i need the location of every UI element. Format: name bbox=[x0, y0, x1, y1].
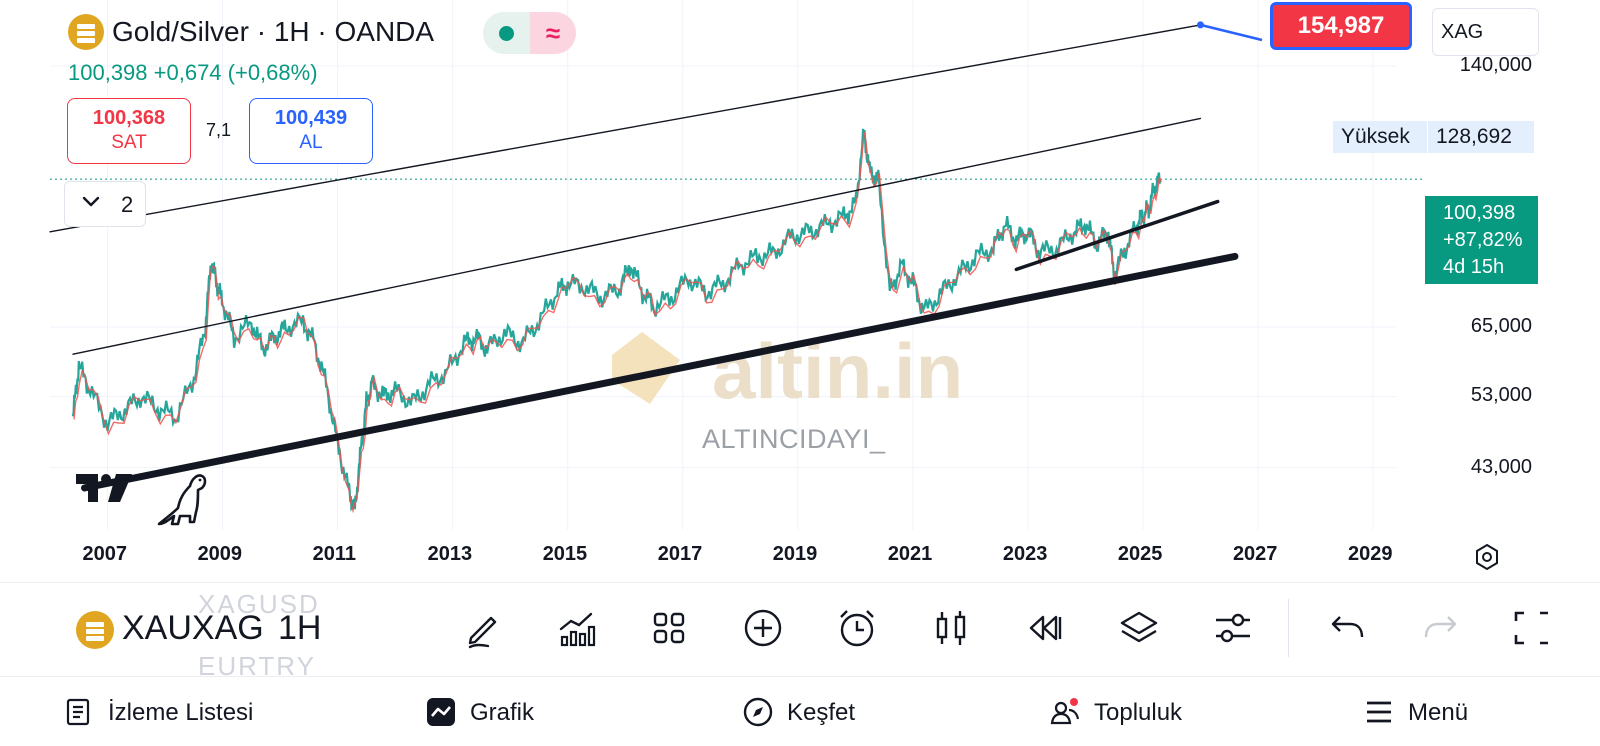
symbol-title[interactable]: Gold/Silver · 1H · OANDA bbox=[112, 16, 435, 47]
x-axis-label: 2027 bbox=[1232, 543, 1278, 565]
altin-brand-mark bbox=[612, 332, 680, 404]
status-pills[interactable]: ≈ bbox=[483, 12, 576, 54]
fullscreen-icon[interactable] bbox=[1514, 607, 1548, 649]
x-axis-label: 2021 bbox=[887, 543, 933, 565]
y-axis-label: 65,000 bbox=[1470, 315, 1532, 338]
hamburger-icon bbox=[1367, 701, 1391, 723]
current-symbol[interactable]: XAUXAG bbox=[122, 609, 264, 647]
buy-label: AL bbox=[299, 132, 323, 153]
chart-toolbar: XAGUSD XAUXAG EURTRY 1H bbox=[0, 582, 1600, 681]
watchlist-icon bbox=[66, 698, 90, 726]
candles-icon[interactable] bbox=[930, 607, 972, 649]
trendline-drawings[interactable] bbox=[49, 21, 1263, 492]
buy-button[interactable]: 100,439 AL bbox=[249, 98, 373, 164]
watermark-caption: ALTINCIDAYI_ bbox=[702, 424, 886, 454]
x-axis-label: 2009 bbox=[197, 543, 243, 565]
chart-nav-icon bbox=[427, 698, 455, 726]
indicators-toggle-button[interactable]: 2 bbox=[64, 181, 146, 227]
spread-value: 7,1 bbox=[206, 120, 232, 140]
y-axis-label: 140,000 bbox=[1459, 54, 1532, 77]
buy-price: 100,439 bbox=[274, 107, 348, 129]
grid-icon[interactable] bbox=[648, 607, 690, 649]
price-chart[interactable]: altin.in bbox=[0, 0, 1600, 575]
x-axis-label: 2011 bbox=[312, 543, 356, 565]
nav-chart-label: Grafik bbox=[470, 699, 535, 726]
target-connector bbox=[1200, 23, 1263, 42]
channel-support-line[interactable] bbox=[81, 252, 1239, 492]
dino-icon bbox=[157, 474, 207, 526]
gold-coin-icon bbox=[76, 611, 114, 649]
chart-bars-icon[interactable] bbox=[556, 607, 598, 649]
altin-watermark: altin.in bbox=[612, 327, 963, 415]
last-price: 100,398 bbox=[1443, 202, 1516, 224]
x-axis-label: 2029 bbox=[1347, 543, 1393, 565]
channel-middle-line[interactable] bbox=[72, 117, 1202, 355]
y-axis-label: 53,000 bbox=[1470, 384, 1532, 407]
channel-upper-line[interactable] bbox=[49, 24, 1202, 233]
interval-selector[interactable]: 1H bbox=[278, 609, 322, 647]
nav-explore-label: Keşfet bbox=[787, 699, 856, 726]
x-axis-label: 2015 bbox=[542, 543, 588, 565]
sell-button[interactable]: 100,368 SAT bbox=[67, 98, 191, 164]
x-axis-label: 2025 bbox=[1117, 543, 1163, 565]
x-axis-label: 2017 bbox=[657, 543, 703, 565]
nav-menu-label: Menü bbox=[1408, 699, 1469, 726]
x-axis-label: 2023 bbox=[1002, 543, 1048, 565]
price-series-down bbox=[73, 131, 1162, 514]
x-axis-label: 2007 bbox=[82, 543, 128, 565]
scale-settings-icon[interactable] bbox=[1472, 542, 1502, 572]
layers-icon[interactable] bbox=[1118, 607, 1160, 649]
high-label-value: 128,692 bbox=[1428, 121, 1534, 153]
compare-symbol-box[interactable]: XAG bbox=[1432, 8, 1539, 56]
sell-price: 100,368 bbox=[92, 107, 166, 129]
rewind-icon[interactable] bbox=[1024, 607, 1066, 649]
y-axis-label: 43,000 bbox=[1470, 455, 1532, 478]
altin-brand-text: altin.in bbox=[712, 327, 963, 415]
high-label-name: Yüksek bbox=[1333, 121, 1427, 153]
approx-wave-icon[interactable]: ≈ bbox=[530, 12, 576, 54]
last-price-badge: 100,398 +87,82% 4d 15h bbox=[1425, 196, 1538, 284]
pencil-icon[interactable] bbox=[462, 607, 504, 649]
x-axis-label: 2019 bbox=[772, 543, 818, 565]
compass-icon bbox=[743, 697, 773, 727]
sell-label: SAT bbox=[111, 132, 147, 153]
target-anchor bbox=[1196, 21, 1204, 29]
community-icon bbox=[1050, 698, 1080, 725]
indicator-count: 2 bbox=[121, 192, 134, 217]
redo-icon[interactable] bbox=[1420, 607, 1462, 649]
chart-area[interactable]: altin.in Gold/Silver · 1H · OANDA ≈ 100,… bbox=[0, 0, 1600, 575]
gold-symbol-logo bbox=[68, 14, 104, 50]
target-price-label[interactable]: 154,987 bbox=[1270, 2, 1412, 50]
alarm-icon[interactable] bbox=[836, 607, 878, 649]
nav-watchlist-label: İzleme Listesi bbox=[108, 699, 254, 726]
prev-symbol: XAGUSD bbox=[198, 589, 320, 619]
chevron-down-icon bbox=[82, 196, 100, 207]
undo-icon[interactable] bbox=[1326, 607, 1368, 649]
sliders-icon[interactable] bbox=[1212, 607, 1254, 649]
price-change-line: 100,398 +0,674 (+0,68%) bbox=[68, 60, 318, 85]
countdown: 4d 15h bbox=[1443, 256, 1505, 278]
plus-circle-icon[interactable] bbox=[742, 607, 784, 649]
market-open-dot-icon bbox=[499, 26, 514, 41]
short-support-line[interactable] bbox=[1014, 199, 1220, 272]
price-series-up bbox=[71, 128, 1162, 512]
tradingview-logo bbox=[76, 474, 132, 502]
nav-community-label: Topluluk bbox=[1094, 699, 1183, 726]
toolbar-divider bbox=[1288, 599, 1289, 657]
x-axis-label: 2013 bbox=[427, 543, 473, 565]
bottom-navigation: İzleme Listesi Grafik Keşfet Topluluk Me… bbox=[0, 676, 1600, 746]
last-change: +87,82% bbox=[1443, 229, 1523, 251]
